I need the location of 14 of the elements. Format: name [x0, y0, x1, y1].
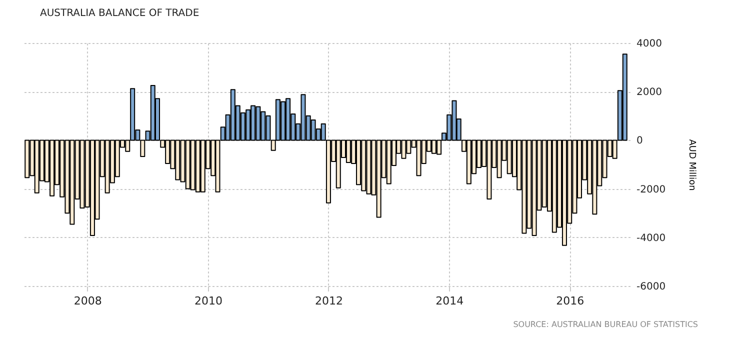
x-tick-label: 2016 [556, 294, 584, 308]
y-tick-label: -6000 [636, 282, 666, 292]
x-tick-label: 2012 [314, 294, 343, 308]
y-tick-label: 4000 [636, 38, 662, 50]
x-tick-label: 2008 [74, 294, 102, 308]
y-tick-label: 0 [636, 136, 643, 147]
y-tick-label: 2000 [636, 87, 662, 98]
x-tick-label: 2010 [194, 294, 222, 308]
y-tick-label: -4000 [636, 232, 666, 244]
source-note: SOURCE: AUSTRALIAN BUREAU OF STATISTICS [513, 320, 698, 329]
y-axis-title: AUD Million [686, 139, 697, 191]
x-tick-label: 2014 [436, 294, 464, 308]
chart-title: AUSTRALIA BALANCE OF TRADE [40, 8, 200, 19]
y-tick-label: -2000 [636, 184, 666, 196]
